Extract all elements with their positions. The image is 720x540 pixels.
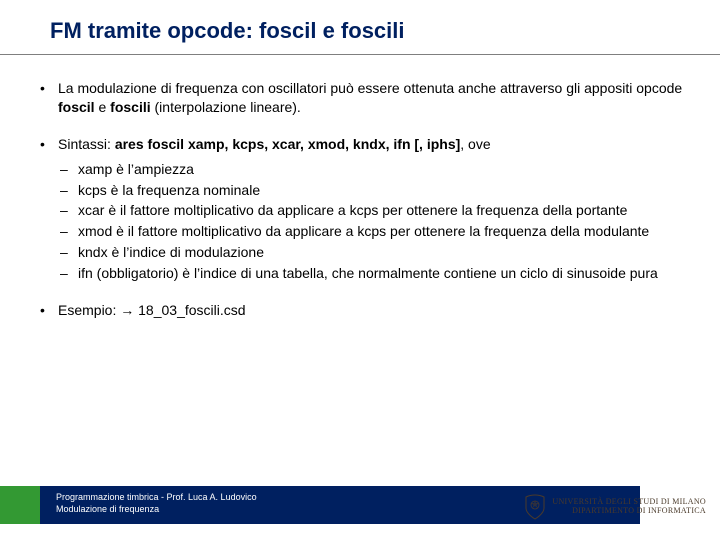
text: (interpolazione lineare).	[151, 99, 301, 115]
sub-item: xamp è l’ampiezza	[58, 160, 684, 179]
title-area: FM tramite opcode: foscil e foscili	[0, 0, 720, 48]
footer-accent	[0, 486, 40, 524]
text: Esempio: →	[58, 302, 138, 318]
bullet-3: Esempio: → 18_03_foscili.csd	[36, 301, 684, 320]
sub-item: ifn (obbligatorio) è l’indice di una tab…	[58, 264, 684, 283]
sub-item: kndx è l’indice di modulazione	[58, 243, 684, 262]
bold-syntax: ares foscil xamp, kcps, xcar, xmod, kndx…	[115, 136, 460, 152]
text: La modulazione di frequenza con oscillat…	[58, 80, 682, 96]
bullet-list: La modulazione di frequenza con oscillat…	[36, 79, 684, 320]
bullet-2: Sintassi: ares foscil xamp, kcps, xcar, …	[36, 135, 684, 283]
sub-item: xmod è il fattore moltiplicativo da appl…	[58, 222, 684, 241]
text: , ove	[460, 136, 490, 152]
example-file: 18_03_foscili.csd	[138, 302, 245, 318]
sub-list: xamp è l’ampiezza kcps è la frequenza no…	[58, 160, 684, 283]
university-logo: UNIVERSITÀ DEGLI STUDI DI MILANO DIPARTI…	[524, 494, 706, 520]
text: Sintassi:	[58, 136, 115, 152]
text: e	[95, 99, 111, 115]
bullet-1: La modulazione di frequenza con oscillat…	[36, 79, 684, 117]
bold-foscili: foscili	[110, 99, 150, 115]
bold-foscil: foscil	[58, 99, 95, 115]
slide: FM tramite opcode: foscil e foscili La m…	[0, 0, 720, 540]
sub-item: kcps è la frequenza nominale	[58, 181, 684, 200]
content-area: La modulazione di frequenza con oscillat…	[0, 55, 720, 320]
university-line-2: DIPARTIMENTO DI INFORMATICA	[552, 507, 706, 516]
sub-item: xcar è il fattore moltiplicativo da appl…	[58, 201, 684, 220]
crest-icon	[524, 494, 546, 520]
slide-title: FM tramite opcode: foscil e foscili	[50, 18, 720, 44]
